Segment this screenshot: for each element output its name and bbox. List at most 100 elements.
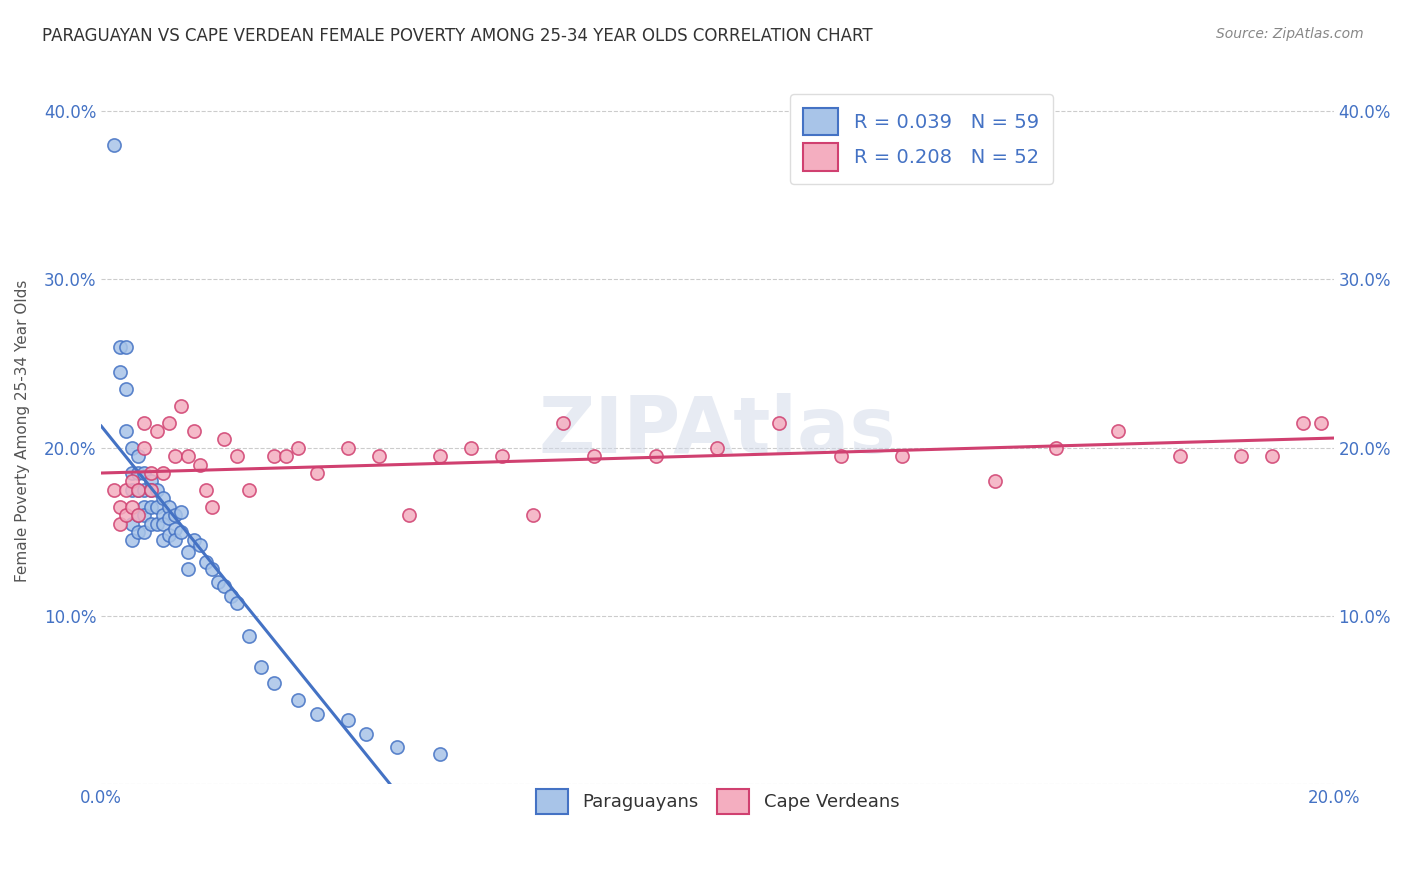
Point xyxy=(134,483,156,497)
Point xyxy=(139,483,162,497)
Point xyxy=(139,516,162,531)
Point xyxy=(152,466,174,480)
Point xyxy=(1107,424,1129,438)
Point xyxy=(336,714,359,728)
Point xyxy=(103,137,125,152)
Point xyxy=(429,449,451,463)
Point xyxy=(145,516,167,531)
Point xyxy=(367,449,389,463)
Point xyxy=(214,433,236,447)
Point xyxy=(145,424,167,438)
Text: ZIPAtlas: ZIPAtlas xyxy=(538,393,896,469)
Point xyxy=(115,340,138,354)
Point xyxy=(225,596,247,610)
Point xyxy=(134,441,156,455)
Point xyxy=(134,508,156,522)
Point xyxy=(1261,449,1284,463)
Point xyxy=(165,449,187,463)
Point xyxy=(115,424,138,438)
Point xyxy=(188,458,211,472)
Point xyxy=(139,466,162,480)
Point xyxy=(176,449,198,463)
Point xyxy=(108,365,131,379)
Point xyxy=(108,516,131,531)
Point xyxy=(121,500,143,514)
Point xyxy=(121,441,143,455)
Point xyxy=(183,424,205,438)
Point xyxy=(491,449,513,463)
Point xyxy=(1230,449,1253,463)
Point xyxy=(287,441,309,455)
Point xyxy=(263,449,285,463)
Point xyxy=(176,562,198,576)
Point xyxy=(134,466,156,480)
Point xyxy=(398,508,420,522)
Point xyxy=(127,508,149,522)
Point xyxy=(305,466,328,480)
Point xyxy=(115,508,138,522)
Point xyxy=(121,466,143,480)
Point xyxy=(152,533,174,548)
Text: PARAGUAYAN VS CAPE VERDEAN FEMALE POVERTY AMONG 25-34 YEAR OLDS CORRELATION CHAR: PARAGUAYAN VS CAPE VERDEAN FEMALE POVERT… xyxy=(42,27,873,45)
Point xyxy=(127,449,149,463)
Point xyxy=(188,538,211,552)
Point xyxy=(891,449,914,463)
Point xyxy=(165,508,187,522)
Point xyxy=(983,475,1005,489)
Point xyxy=(274,449,297,463)
Point xyxy=(121,516,143,531)
Y-axis label: Female Poverty Among 25-34 Year Olds: Female Poverty Among 25-34 Year Olds xyxy=(15,280,30,582)
Point xyxy=(115,382,138,396)
Point xyxy=(1292,416,1315,430)
Point xyxy=(195,555,218,569)
Point xyxy=(139,475,162,489)
Point xyxy=(108,500,131,514)
Point xyxy=(1310,416,1333,430)
Point xyxy=(121,475,143,489)
Point xyxy=(214,579,236,593)
Point xyxy=(134,524,156,539)
Point xyxy=(170,505,193,519)
Point xyxy=(157,528,180,542)
Legend: Paraguayans, Cape Verdeans: Paraguayans, Cape Verdeans xyxy=(524,778,910,825)
Point xyxy=(115,483,138,497)
Point xyxy=(1168,449,1191,463)
Point xyxy=(152,491,174,506)
Point xyxy=(127,508,149,522)
Point xyxy=(165,522,187,536)
Point xyxy=(429,747,451,761)
Point xyxy=(183,533,205,548)
Point xyxy=(121,533,143,548)
Point xyxy=(768,416,790,430)
Point xyxy=(583,449,606,463)
Point xyxy=(170,524,193,539)
Point xyxy=(1045,441,1067,455)
Point xyxy=(201,562,224,576)
Point xyxy=(139,483,162,497)
Point xyxy=(250,659,273,673)
Point xyxy=(145,500,167,514)
Point xyxy=(157,416,180,430)
Point xyxy=(207,575,229,590)
Point xyxy=(336,441,359,455)
Point xyxy=(354,727,377,741)
Point xyxy=(553,416,575,430)
Point xyxy=(195,483,218,497)
Point xyxy=(165,533,187,548)
Point xyxy=(152,508,174,522)
Text: Source: ZipAtlas.com: Source: ZipAtlas.com xyxy=(1216,27,1364,41)
Point xyxy=(305,706,328,721)
Point xyxy=(706,441,728,455)
Point xyxy=(219,589,242,603)
Point xyxy=(263,676,285,690)
Point xyxy=(385,740,408,755)
Point xyxy=(134,416,156,430)
Point xyxy=(121,483,143,497)
Point xyxy=(238,629,260,643)
Point xyxy=(127,483,149,497)
Point xyxy=(830,449,852,463)
Point xyxy=(522,508,544,522)
Point xyxy=(108,340,131,354)
Point xyxy=(170,399,193,413)
Point xyxy=(287,693,309,707)
